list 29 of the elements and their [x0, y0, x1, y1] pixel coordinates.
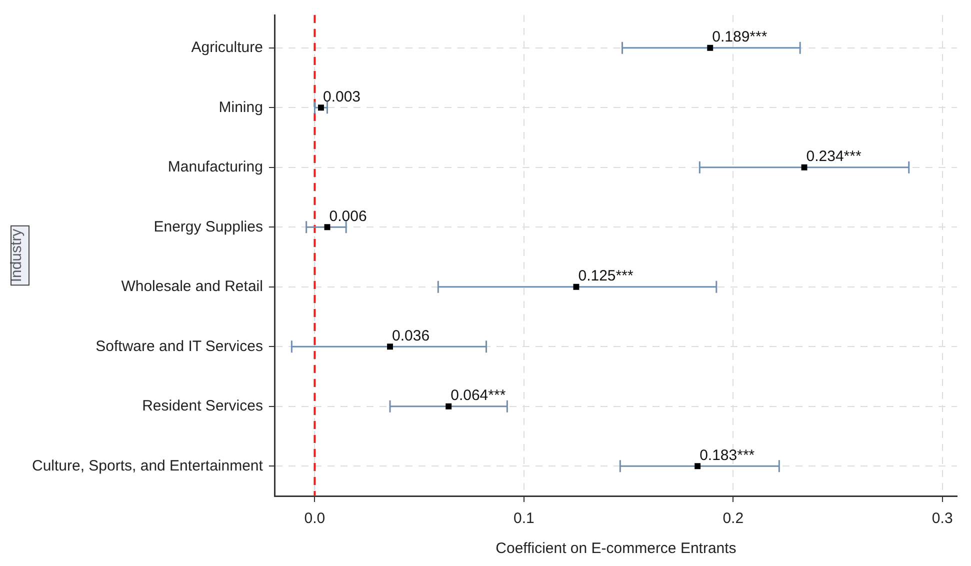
- y-tick-label: Agriculture: [191, 39, 263, 56]
- y-tick-label: Manufacturing: [168, 158, 263, 176]
- point: [694, 463, 701, 470]
- x-axis-title: Coefficient on E-commerce Entrants: [496, 540, 736, 558]
- point: [387, 344, 393, 350]
- data-label: 0.036: [392, 327, 430, 344]
- point: [573, 284, 580, 290]
- point: [801, 164, 808, 170]
- y-tick-label: Software and IT Services: [96, 338, 263, 355]
- x-tick-label: 0.3: [932, 510, 953, 528]
- point: [324, 224, 330, 230]
- data-label: 0.125***: [578, 268, 634, 285]
- y-axis-title: Industry: [8, 228, 26, 282]
- y-tick-label: Energy Supplies: [154, 218, 263, 236]
- data-label: 0.064***: [450, 387, 506, 404]
- y-tick-label: Wholesale and Retail: [121, 278, 263, 296]
- x-tick-label: 0.0: [304, 510, 326, 528]
- y-tick-label: Resident Services: [142, 398, 263, 415]
- data-label: 0.006: [329, 208, 367, 225]
- point: [446, 403, 452, 410]
- y-tick-label: Culture, Sports, and Entertainment: [32, 457, 264, 474]
- data-label: 0.189***: [712, 28, 768, 46]
- data-label: 0.003: [322, 88, 361, 106]
- x-tick-label: 0.2: [722, 510, 744, 528]
- x-tick-label: 0.1: [513, 510, 534, 528]
- data-label: 0.234***: [806, 148, 862, 166]
- y-tick-label: Mining: [218, 98, 263, 116]
- data-label: 0.183***: [700, 446, 755, 464]
- point: [707, 44, 714, 51]
